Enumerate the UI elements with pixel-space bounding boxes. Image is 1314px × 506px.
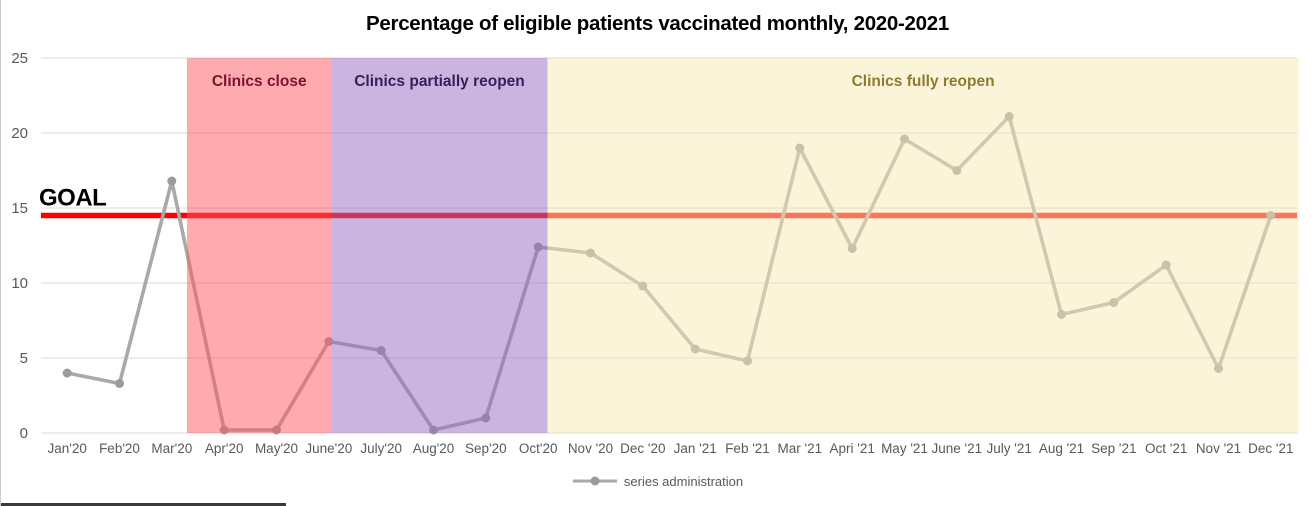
- y-tick-label-10: 10: [11, 275, 28, 292]
- legend-series-label: series administration: [623, 473, 744, 489]
- region-label-1: Clinics partially reopen: [354, 73, 525, 90]
- y-tick-label-15: 15: [11, 200, 28, 217]
- x-tick-label-18: July '21: [987, 441, 1032, 456]
- x-tick-label-20: Sep '21: [1091, 441, 1136, 456]
- x-tick-label-11: Dec '20: [620, 441, 665, 456]
- legend-series-marker-icon: [572, 476, 617, 486]
- x-tick-label-7: Aug'20: [413, 441, 455, 456]
- bottom-edge-strip: [1, 503, 286, 506]
- y-tick-label-20: 20: [11, 125, 28, 142]
- x-tick-label-14: Mar '21: [778, 441, 823, 456]
- x-tick-label-10: Nov '20: [568, 441, 613, 456]
- goal-label: GOAL: [39, 185, 106, 212]
- data-point-Feb'20: [115, 379, 124, 388]
- x-tick-label-0: Jan'20: [48, 441, 87, 456]
- region-label-2: Clinics fully reopen: [852, 73, 995, 90]
- x-tick-label-16: May '21: [881, 441, 928, 456]
- x-tick-label-19: Aug '21: [1039, 441, 1084, 456]
- region-band-2: [547, 58, 1299, 433]
- x-tick-label-4: May'20: [255, 441, 298, 456]
- y-tick-label-25: 25: [11, 50, 28, 67]
- region-band-1: [331, 58, 548, 433]
- chart-title: Percentage of eligible patients vaccinat…: [366, 12, 949, 35]
- x-tick-label-21: Oct '21: [1145, 441, 1187, 456]
- data-point-Jan'20: [62, 368, 72, 378]
- x-tick-label-8: Sep'20: [465, 441, 507, 456]
- data-point-Mar'20: [167, 176, 177, 186]
- x-tick-label-13: Feb '21: [725, 441, 770, 456]
- x-tick-label-17: June '21: [931, 441, 982, 456]
- x-tick-label-22: Nov '21: [1196, 441, 1241, 456]
- x-tick-label-12: Jan '21: [674, 441, 717, 456]
- x-tick-label-6: July'20: [360, 441, 402, 456]
- legend: series administration: [1, 468, 1314, 494]
- y-tick-label-5: 5: [20, 350, 28, 367]
- y-tick-label-0: 0: [20, 425, 28, 442]
- region-band-0: [187, 58, 332, 433]
- region-label-0: Clinics close: [212, 73, 307, 90]
- x-tick-label-1: Feb'20: [99, 441, 140, 456]
- x-tick-label-3: Apr'20: [205, 441, 244, 456]
- x-tick-label-2: Mar'20: [151, 441, 192, 456]
- x-tick-label-5: June'20: [305, 441, 352, 456]
- x-tick-label-9: Oct'20: [519, 441, 558, 456]
- x-tick-label-23: Dec '21: [1248, 441, 1293, 456]
- x-tick-label-15: Apri '21: [830, 441, 875, 456]
